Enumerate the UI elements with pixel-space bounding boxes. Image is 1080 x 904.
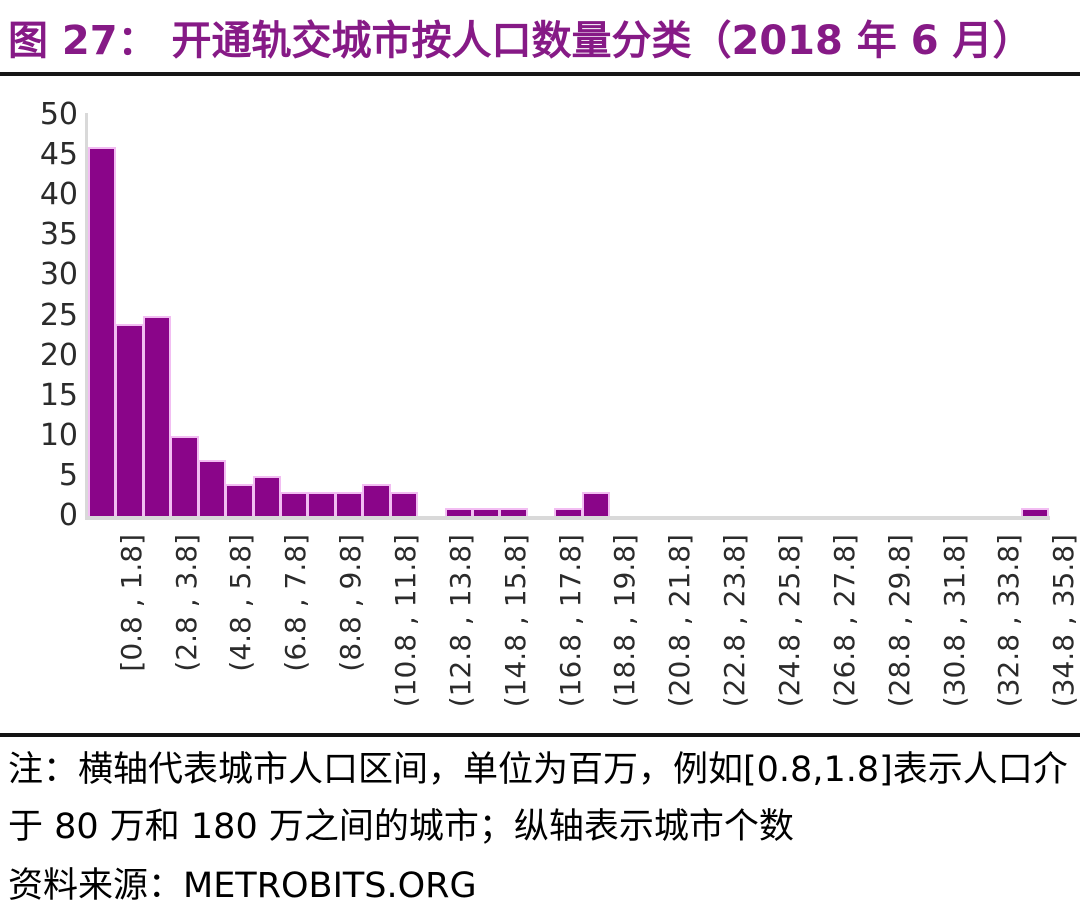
- x-tick-label: (14.8 , 15.8]: [498, 534, 532, 708]
- figure-title: 图 27： 开通轨交城市按人口数量分类（2018 年 6 月）: [8, 18, 1033, 64]
- bar: [362, 483, 391, 516]
- y-tick-label: 25: [39, 297, 78, 333]
- y-tick-label: 20: [39, 337, 78, 373]
- y-tick-label: 45: [39, 137, 78, 173]
- y-tick-label: 5: [58, 457, 78, 493]
- x-tick-label: (4.8 , 5.8]: [224, 534, 258, 672]
- bar: [581, 491, 611, 516]
- note-divider-line: [0, 733, 1080, 737]
- x-tick-label: (12.8 , 13.8]: [443, 534, 477, 708]
- footnote-block: 注：横轴代表城市人口区间，单位为百万，例如[0.8,1.8]表示人口介于 80 …: [8, 742, 1074, 904]
- x-tick-label: (30.8 , 31.8]: [937, 534, 971, 708]
- bar: [307, 491, 336, 516]
- x-tick-label: (18.8 , 19.8]: [608, 534, 642, 708]
- x-tick-label: (22.8 , 23.8]: [718, 534, 752, 708]
- bar: [252, 475, 281, 516]
- title-divider-line: [0, 72, 1080, 76]
- footnote-text: 注：横轴代表城市人口区间，单位为百万，例如[0.8,1.8]表示人口介于 80 …: [8, 750, 1068, 847]
- bar: [554, 507, 583, 516]
- x-tick-label: (20.8 , 21.8]: [663, 534, 697, 708]
- bar: [1020, 507, 1049, 516]
- x-tick-label: [0.8 , 1.8]: [114, 534, 148, 672]
- plot-area: [88, 115, 1049, 516]
- source-text: 资料来源：METROBITS.ORG: [8, 866, 477, 904]
- y-tick-label: 30: [39, 257, 78, 293]
- bar: [444, 507, 473, 516]
- x-tick-label: (8.8 , 9.8]: [334, 534, 368, 672]
- bar: [142, 315, 172, 516]
- y-tick-label: 10: [39, 417, 78, 453]
- x-tick-label: (2.8 , 3.8]: [169, 534, 203, 672]
- x-tick-label: (16.8 , 17.8]: [553, 534, 587, 708]
- y-axis-line: [85, 113, 88, 519]
- bar: [88, 147, 117, 516]
- x-axis-line: [85, 516, 1050, 520]
- bar: [280, 491, 309, 516]
- y-tick-label: 15: [39, 377, 78, 413]
- x-tick-label: (6.8 , 7.8]: [279, 534, 313, 672]
- x-tick-label: (32.8 , 33.8]: [992, 534, 1026, 708]
- bar: [389, 491, 419, 516]
- bar: [499, 507, 528, 516]
- bar: [115, 323, 144, 516]
- x-tick-label: (28.8 , 29.8]: [882, 534, 916, 708]
- x-tick-label: (26.8 , 27.8]: [827, 534, 861, 708]
- y-tick-label: 0: [58, 498, 78, 533]
- bar: [197, 459, 227, 516]
- x-tick-label: (24.8 , 25.8]: [773, 534, 806, 708]
- x-tick-label: (34.8 , 35.8]: [1047, 534, 1080, 708]
- y-tick-label: 40: [39, 177, 78, 213]
- bar: [472, 507, 501, 516]
- bar: [225, 483, 254, 516]
- x-tick-label: (10.8 , 11.8]: [389, 534, 422, 708]
- y-tick-label: 35: [39, 217, 78, 253]
- y-tick-label: 50: [39, 97, 78, 132]
- histogram-chart: 0 5 10 15 20 25 30 35 40 45 50 [0.8 , 1.8] (2.8 , 3…: [39, 97, 1080, 707]
- bar: [170, 435, 199, 516]
- bar: [334, 491, 364, 516]
